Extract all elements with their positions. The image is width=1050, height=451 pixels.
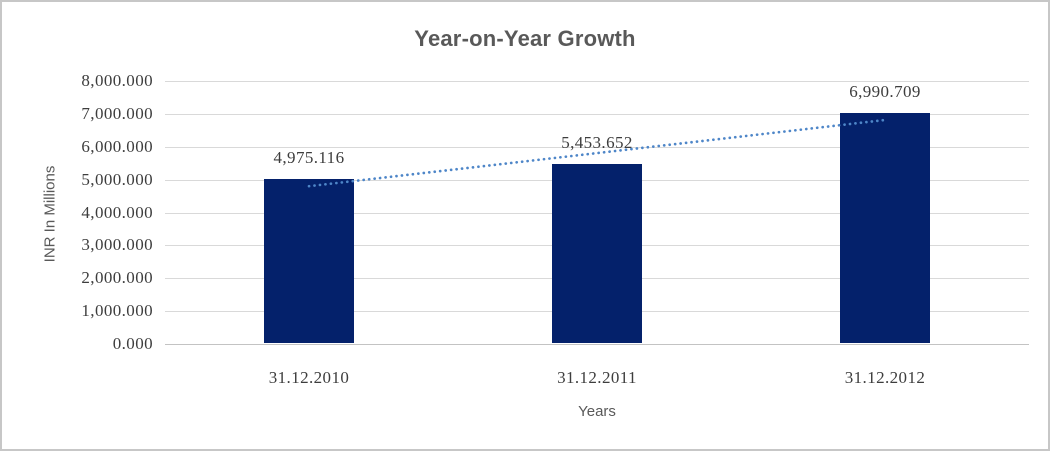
y-tick-label: 1,000.000 [81,301,153,321]
y-tick-label: 5,000.000 [81,169,153,189]
y-tick-label: 3,000.000 [81,235,153,255]
y-tick-label: 7,000.000 [81,103,153,123]
x-tick-label: 31.12.2010 [268,368,350,387]
gridline [165,81,1029,82]
y-tick-label: 4,000.000 [81,202,153,222]
y-tick-label: 8,000.000 [81,71,153,90]
y-tick-label: 6,000.000 [81,136,153,156]
gridline [165,146,1029,148]
trendline [307,118,887,188]
bar-data-label: 5,453.652 [561,132,633,152]
gridline [165,113,1029,115]
plot-area: 4,975.116 5,453.652 6,990.709 [165,81,1029,345]
y-tick-label: 0.000 [112,334,153,353]
x-tick-label: 31.12.2011 [557,368,637,387]
bar [552,163,642,343]
x-axis-title: Years [578,403,616,420]
chart-title: Year-on-Year Growth [414,26,636,51]
bar-data-label: 4,975.116 [273,148,345,168]
bar [840,113,930,343]
x-tick-label: 31.12.2012 [844,368,926,387]
bar [264,179,354,343]
bar-data-label: 6,990.709 [849,82,921,102]
gridline [165,344,1029,345]
y-tick-label: 2,000.000 [81,268,153,288]
